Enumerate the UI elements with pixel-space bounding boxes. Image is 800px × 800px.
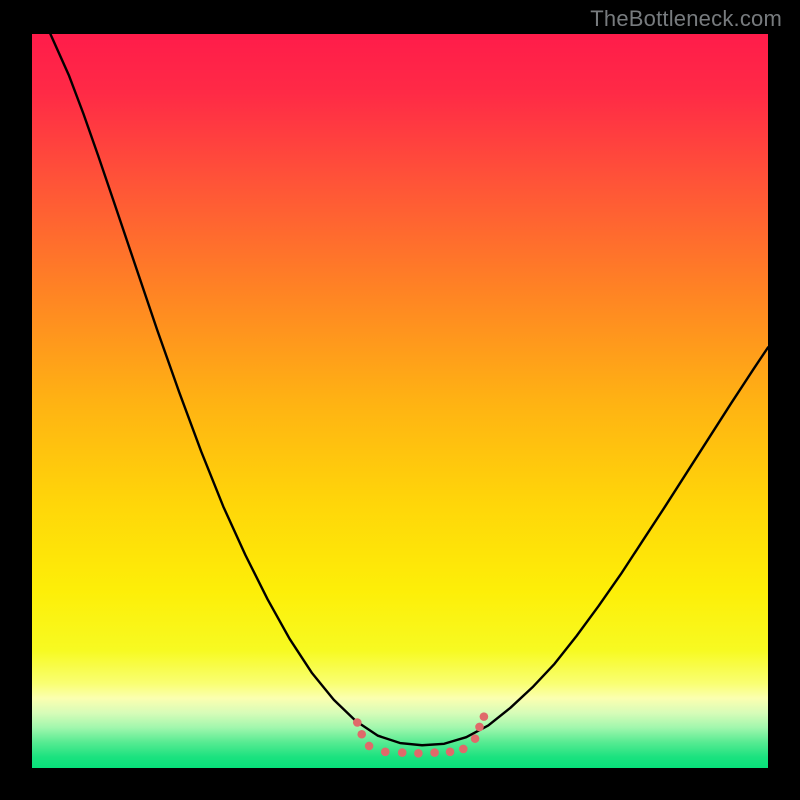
curve-marker: [459, 745, 468, 754]
curve-marker: [480, 712, 489, 721]
curve-marker: [475, 723, 484, 732]
curve-marker: [365, 742, 374, 751]
curve-marker: [430, 748, 439, 757]
curve-marker: [381, 748, 390, 757]
curve-marker: [357, 730, 366, 739]
curve-marker: [471, 734, 480, 743]
curve-marker: [398, 748, 407, 757]
watermark-text: TheBottleneck.com: [590, 6, 782, 32]
curve-marker: [353, 718, 362, 727]
bottleneck-curve-chart: [0, 0, 800, 800]
curve-marker: [414, 749, 423, 758]
chart-container: TheBottleneck.com: [0, 0, 800, 800]
curve-marker: [446, 748, 455, 757]
plot-background: [32, 34, 768, 768]
